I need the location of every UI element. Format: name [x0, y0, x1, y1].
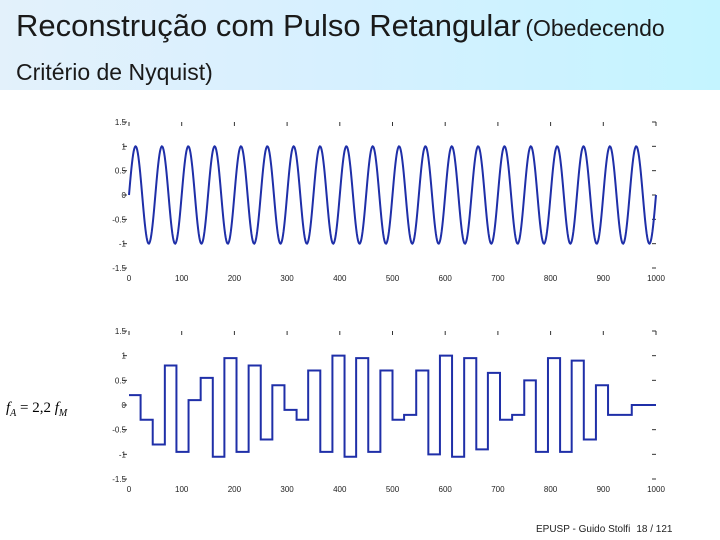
bottom-y-tick-label: -1.5: [112, 475, 126, 484]
top-y-tick-label: -0.5: [112, 215, 126, 224]
top-x-tick-label: 200: [228, 274, 242, 283]
slide-title: Reconstrução com Pulso Retangular (Obede…: [16, 6, 716, 96]
bottom-x-tick-label: 500: [386, 485, 400, 494]
top-x-tick-label: 1000: [647, 274, 665, 283]
bottom-x-tick-label: 600: [439, 485, 453, 494]
bottom-x-tick-label: 700: [491, 485, 505, 494]
top-signal-line: [128, 145, 657, 245]
bottom-x-tick-label: 900: [597, 485, 611, 494]
top-x-tick-label: 400: [333, 274, 347, 283]
page-number: 18 / 121: [636, 524, 673, 535]
bottom-x-tick-label: 800: [544, 485, 558, 494]
bottom-y-tick-label: 1.5: [115, 327, 127, 336]
bottom-x-tick-label: 300: [280, 485, 294, 494]
top-x-tick-label: 300: [280, 274, 294, 283]
bottom-y-tick-label: 0.5: [115, 376, 127, 385]
top-x-tick-label: 600: [439, 274, 453, 283]
bottom-x-tick-label: 0: [127, 485, 132, 494]
bottom-y-tick-label: 0: [122, 401, 127, 410]
top-x-tick-label: 500: [386, 274, 400, 283]
top-x-tick-label: 800: [544, 274, 558, 283]
top-x-tick-label: 700: [491, 274, 505, 283]
top-y-tick-label: 0.5: [115, 167, 127, 176]
title-parenthetical: (Obedecendo: [525, 15, 665, 41]
bottom-x-tick-label: 400: [333, 485, 347, 494]
title-bar: [0, 0, 720, 90]
bottom-x-tick-label: 100: [175, 485, 189, 494]
top-x-tick-label: 0: [127, 274, 132, 283]
top-x-tick-label: 100: [175, 274, 189, 283]
title-main: Reconstrução com Pulso Retangular: [16, 8, 521, 43]
top-y-tick-label: 0: [122, 191, 127, 200]
bottom-y-tick-label: 1: [122, 352, 127, 361]
bottom-x-tick-label: 1000: [647, 485, 665, 494]
footer-source: EPUSP - Guido Stolfi: [536, 524, 631, 535]
bottom-x-tick-label: 200: [228, 485, 242, 494]
slide-footer: EPUSP - Guido Stolfi 18 / 121: [536, 524, 672, 535]
title-line-2: Critério de Nyquist): [16, 59, 213, 85]
sampling-formula: fA = 2,2 fM: [6, 400, 68, 419]
top-y-tick-label: 1.5: [115, 118, 127, 127]
top-x-tick-label: 900: [597, 274, 611, 283]
bottom-y-tick-label: -1: [119, 450, 127, 459]
bottom-y-tick-label: -0.5: [112, 426, 126, 435]
top-y-tick-label: -1: [119, 240, 127, 249]
top-y-tick-label: 1: [122, 142, 127, 151]
top-y-tick-label: -1.5: [112, 264, 126, 273]
bottom-signal-line: [129, 354, 656, 458]
